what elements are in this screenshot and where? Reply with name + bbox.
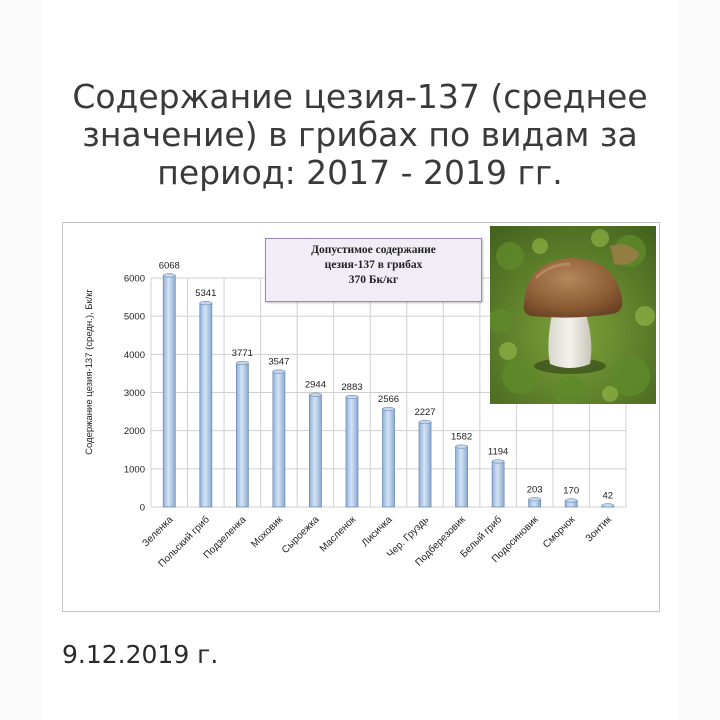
x-tick-label-1: Зеленка — [140, 514, 175, 549]
permissible-level-callout: Допустимое содержание цезия-137 в грибах… — [265, 238, 482, 302]
x-tick-label-6: Масленок — [318, 514, 359, 555]
bar-10 — [491, 461, 505, 508]
x-tick-label-13: Зонтик — [584, 514, 615, 545]
bar-5 — [309, 394, 322, 508]
bar-6 — [345, 396, 359, 508]
y-tick-label: 0 — [140, 503, 145, 514]
data-label-7: 2566 — [378, 394, 399, 405]
bar-2 — [199, 302, 213, 508]
x-tick-label-4: Моховик — [249, 514, 285, 550]
y-tick-label: 3000 — [124, 388, 145, 399]
bar-cap-13 — [601, 503, 615, 508]
bar-4 — [272, 371, 286, 508]
mushroom-illustration — [490, 226, 656, 404]
data-label-3: 3771 — [232, 348, 253, 359]
bar-cap-5 — [309, 392, 322, 397]
data-label-11: 203 — [527, 484, 543, 495]
x-tick-label-7: Лисичка — [360, 514, 395, 549]
bar-7 — [382, 408, 395, 508]
bar-3 — [235, 362, 249, 508]
bar-1 — [162, 275, 176, 508]
bar-cap-3 — [236, 360, 249, 366]
data-label-13: 42 — [602, 490, 613, 501]
data-label-9: 1582 — [451, 432, 472, 443]
y-tick-label: 6000 — [124, 274, 145, 285]
porcini-mushroom-photo — [490, 226, 656, 404]
y-tick-label: 4000 — [124, 350, 145, 361]
title-line-3: период: 2017 - 2019 гг. — [157, 153, 563, 192]
bar-cap-8 — [418, 419, 432, 425]
data-label-5: 2944 — [305, 380, 326, 391]
bar-cap-1 — [162, 273, 176, 278]
bar-cap-10 — [491, 459, 505, 464]
publication-date: 9.12.2019 г. — [62, 640, 219, 669]
y-tick-label: 2000 — [124, 426, 145, 437]
bar-cap-7 — [382, 406, 395, 412]
callout-line-3: 370 Бк/кг — [348, 274, 399, 286]
y-tick-label: 1000 — [124, 464, 145, 475]
y-tick-label: 5000 — [124, 312, 145, 323]
bar-cap-2 — [199, 301, 213, 306]
data-label-1: 6068 — [159, 260, 180, 271]
title-line-1: Содержание цезия-137 (среднее — [72, 77, 648, 116]
bar-cap-4 — [272, 369, 286, 374]
x-tick-label-5: Сыроежка — [280, 514, 322, 556]
data-label-6: 2883 — [341, 382, 362, 393]
bar-cap-12 — [564, 498, 578, 503]
page-title: Содержание цезия-137 (среднее значение) … — [42, 78, 678, 192]
data-label-2: 5341 — [195, 288, 216, 299]
title-line-2: значение) в грибах по видам за — [82, 115, 638, 154]
bar-9 — [455, 446, 468, 508]
bar-cap-9 — [455, 444, 468, 449]
callout-line-1: Допустимое содержание — [311, 244, 436, 256]
x-tick-label-12: Сморчок — [541, 514, 578, 551]
data-label-8: 2227 — [414, 407, 435, 418]
callout-line-2: цезия-137 в грибах — [324, 259, 423, 271]
y-axis-label: Содержание цезия-137 (средн.), Бк/кг — [84, 289, 95, 455]
data-label-12: 170 — [563, 486, 579, 497]
bar-8 — [418, 421, 432, 508]
bar-cap-11 — [528, 497, 541, 502]
bar-cap-6 — [345, 394, 359, 400]
data-label-4: 3547 — [268, 357, 289, 368]
data-label-10: 1194 — [488, 446, 508, 457]
